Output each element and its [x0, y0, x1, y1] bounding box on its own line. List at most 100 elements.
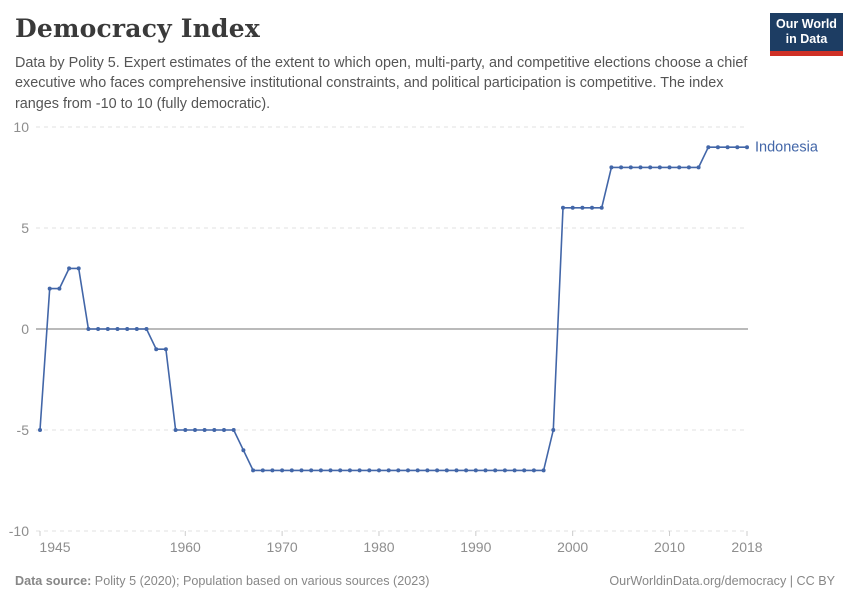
chart-subtitle: Data by Polity 5. Expert estimates of th… [15, 55, 748, 112]
data-point[interactable] [280, 468, 285, 473]
data-point[interactable] [745, 145, 749, 150]
data-point[interactable] [144, 327, 149, 331]
data-point[interactable] [725, 145, 730, 150]
series-line-indonesia[interactable] [39, 146, 748, 472]
data-point[interactable] [435, 468, 440, 473]
data-point[interactable] [493, 468, 498, 473]
data-point[interactable] [183, 428, 188, 432]
data-point[interactable] [347, 468, 352, 473]
data-point[interactable] [67, 266, 72, 271]
data-point[interactable] [406, 468, 410, 473]
data-point[interactable] [551, 428, 556, 432]
data-point[interactable] [706, 145, 711, 150]
data-point[interactable] [561, 205, 565, 210]
data-point[interactable] [715, 145, 720, 150]
data-point[interactable] [454, 468, 459, 473]
data-point[interactable] [338, 468, 343, 473]
x-tick-label: 1960 [170, 539, 201, 555]
data-point[interactable] [512, 468, 517, 473]
data-point[interactable] [619, 165, 624, 170]
data-point[interactable] [260, 468, 265, 473]
data-point[interactable] [696, 165, 701, 170]
data-point[interactable] [134, 327, 139, 331]
data-point[interactable] [522, 468, 527, 473]
data-point[interactable] [580, 205, 585, 210]
data-point[interactable] [318, 468, 323, 473]
data-point[interactable] [115, 327, 120, 331]
x-tick-label: 1970 [267, 539, 298, 555]
data-point[interactable] [289, 468, 294, 473]
data-point[interactable] [154, 347, 159, 352]
y-tick-label: -10 [9, 523, 29, 539]
data-point[interactable] [473, 468, 478, 473]
data-point[interactable] [599, 205, 604, 210]
data-point[interactable] [367, 468, 372, 473]
data-point[interactable] [105, 327, 110, 331]
data-point[interactable] [241, 448, 246, 453]
data-point[interactable] [541, 468, 546, 473]
owid-citation-link[interactable]: OurWorldinData.org/democracy | CC BY [609, 574, 835, 588]
data-point[interactable] [502, 468, 507, 473]
y-tick-label: 5 [21, 220, 29, 236]
data-point[interactable] [38, 428, 42, 432]
data-point[interactable] [590, 205, 594, 210]
series-label-indonesia[interactable]: Indonesia [755, 140, 819, 156]
x-tick-label: 1990 [460, 539, 491, 555]
data-point[interactable] [202, 428, 207, 432]
y-tick-label: -5 [17, 422, 30, 438]
data-point[interactable] [686, 165, 691, 170]
data-point[interactable] [76, 266, 81, 271]
chart-header: Democracy Index Data by Polity 5. Expert… [15, 14, 835, 114]
data-point[interactable] [648, 165, 653, 170]
data-point[interactable] [299, 468, 304, 473]
x-tick-label: 1945 [39, 539, 70, 555]
data-point[interactable] [222, 428, 226, 432]
data-point[interactable] [173, 428, 178, 432]
democracy-index-line-chart[interactable]: 10 5 0 -5 -10 1945 1960 1970 1980 1990 2000 2010 201… [0, 115, 850, 570]
data-point[interactable] [231, 428, 236, 432]
data-point[interactable] [212, 428, 217, 432]
data-point[interactable] [357, 468, 362, 473]
data-point[interactable] [677, 165, 682, 170]
chart-footer: Data source: Polity 5 (2020); Population… [15, 574, 835, 588]
data-point[interactable] [270, 468, 275, 473]
data-source-text: Polity 5 (2020); Population based on var… [91, 574, 430, 588]
owid-logo-line2: in Data [785, 32, 828, 46]
data-point[interactable] [483, 468, 488, 473]
data-point[interactable] [309, 468, 314, 473]
data-point[interactable] [638, 165, 643, 170]
data-point[interactable] [125, 327, 130, 331]
data-point[interactable] [396, 468, 401, 473]
data-point[interactable] [96, 327, 101, 331]
data-point[interactable] [570, 205, 575, 210]
data-point[interactable] [386, 468, 391, 473]
data-point[interactable] [464, 468, 469, 473]
data-point[interactable] [425, 468, 430, 473]
data-point[interactable] [328, 468, 333, 473]
x-tick-label: 2010 [654, 539, 685, 555]
data-point[interactable] [444, 468, 449, 473]
y-tick-label: 10 [13, 119, 29, 135]
data-point[interactable] [57, 286, 62, 291]
data-point[interactable] [86, 327, 91, 331]
data-point[interactable] [163, 347, 168, 352]
data-point[interactable] [657, 165, 662, 170]
y-tick-label: 0 [21, 321, 29, 337]
chart-area[interactable]: 10 5 0 -5 -10 1945 1960 1970 1980 1990 2000 2010 201… [0, 115, 850, 570]
data-point[interactable] [667, 165, 672, 170]
owid-logo-line1: Our World [776, 17, 837, 31]
data-point[interactable] [628, 165, 633, 170]
data-point[interactable] [735, 145, 740, 150]
data-point[interactable] [609, 165, 614, 170]
data-point[interactable] [193, 428, 197, 432]
x-tick-label: 2000 [557, 539, 588, 555]
data-point[interactable] [377, 468, 381, 473]
x-tick-label: 2018 [731, 539, 762, 555]
data-point[interactable] [47, 286, 52, 291]
data-point[interactable] [415, 468, 420, 473]
owid-logo[interactable]: Our World in Data [770, 13, 843, 56]
data-point[interactable] [251, 468, 256, 473]
data-source-label: Data source: [15, 574, 92, 588]
data-point[interactable] [531, 468, 536, 473]
